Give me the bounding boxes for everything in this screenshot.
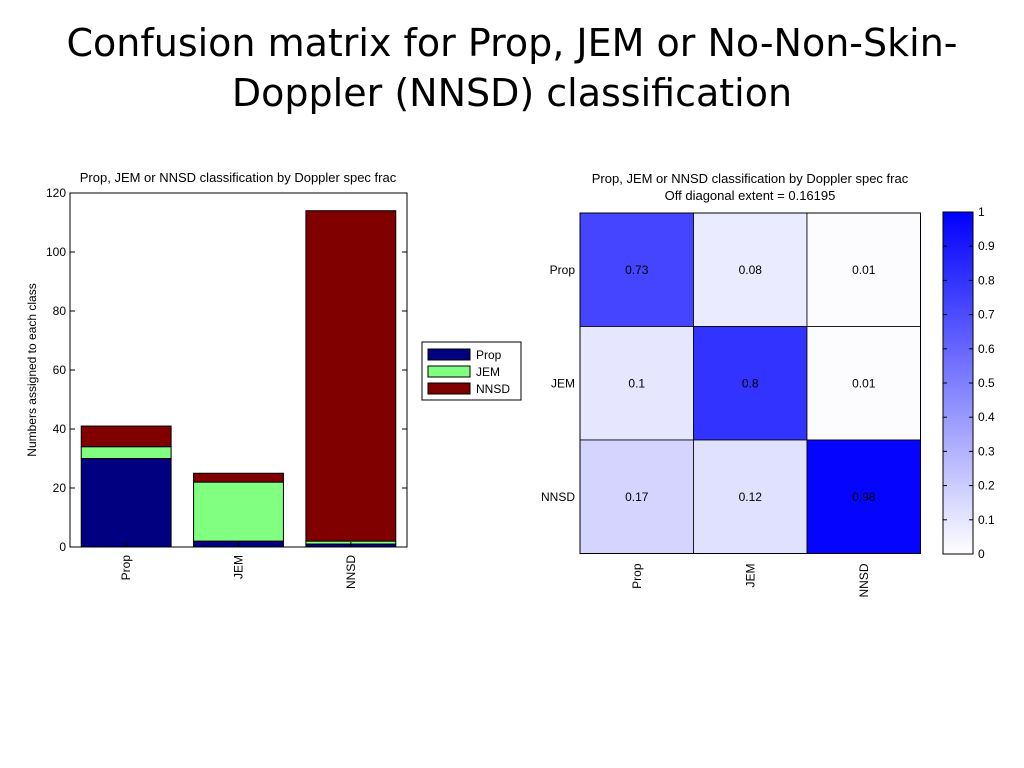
heatmap-col-label: Prop — [630, 563, 644, 589]
bar-ytick-label: 0 — [59, 540, 66, 554]
heatmap-cell-value: 0.1 — [628, 376, 645, 390]
heatmap-frame — [579, 212, 921, 554]
colorbar-tick-label: 0.6 — [978, 342, 995, 356]
legend-swatch-prop — [427, 348, 471, 361]
heatmap-cell-prop-nnsd — [806, 212, 921, 327]
bar-xtick-label: NNSD — [344, 555, 358, 589]
heatmap-cell-value: 0.08 — [739, 263, 763, 277]
heatmap-cell-nnsd-nnsd — [806, 439, 921, 554]
stacked-bar-chart: Prop, JEM or NNSD classification by Dopp… — [25, 170, 522, 589]
colorbar-tick-label: 0.7 — [978, 308, 995, 322]
bar-segment-nnsd-nnsd — [305, 210, 397, 542]
heatmap-row-label: NNSD — [541, 490, 575, 504]
heatmap-col-label: JEM — [743, 563, 757, 587]
bar-chart-legend: Prop JEM NNSD — [421, 341, 522, 401]
heatmap-cell-value: 0.17 — [625, 490, 649, 504]
slide-title-line-2: Doppler (NNSD) classification — [231, 71, 793, 115]
bar-segment-jem-prop — [80, 446, 172, 460]
colorbar-tick-label: 0.5 — [978, 376, 995, 390]
bar-ytick-label: 100 — [46, 245, 66, 259]
legend-swatch-jem — [427, 365, 471, 378]
legend-swatch-nnsd — [427, 382, 471, 395]
heatmap-title: Prop, JEM or NNSD classification by Dopp… — [592, 171, 909, 186]
bar-chart-ylabel: Numbers assigned to each class — [25, 283, 39, 456]
colorbar-tick-label: 1 — [978, 205, 985, 219]
colorbar-tick-label: 0.8 — [978, 273, 995, 287]
heatmap-cell-jem-jem — [693, 326, 808, 441]
bar-segment-nnsd-prop — [80, 425, 172, 448]
bar-segment-jem-jem — [193, 481, 284, 542]
heatmap-cell-prop-prop — [579, 212, 694, 327]
legend-label-prop: Prop — [476, 348, 502, 362]
heatmap-cell-nnsd-prop — [579, 439, 694, 554]
bar-ytick-label: 40 — [53, 422, 67, 436]
heatmap-cell-value: 0.01 — [852, 376, 876, 390]
bar-ytick-label: 80 — [53, 304, 67, 318]
colorbar-tick-label: 0.3 — [978, 444, 995, 458]
heatmap-cell-jem-nnsd — [806, 326, 921, 441]
colorbar-tick-label: 0.4 — [978, 410, 995, 424]
legend-label-jem: JEM — [476, 365, 500, 379]
bar-segment-prop-prop — [80, 458, 172, 548]
bar-ytick-label: 120 — [46, 186, 66, 200]
heatmap-cell-value: 0.01 — [852, 263, 876, 277]
heatmap-subtitle: Off diagonal extent = 0.16195 — [665, 188, 836, 203]
heatmap-cell-value: 0.98 — [852, 490, 876, 504]
colorbar-tick-label: 0 — [978, 547, 985, 561]
bar-segment-nnsd-jem — [193, 472, 284, 483]
colorbar-tick-label: 0.1 — [978, 513, 995, 527]
bar-xtick-label: JEM — [232, 555, 246, 579]
colorbar — [942, 211, 974, 555]
heatmap-col-label: NNSD — [857, 563, 871, 597]
heatmap-row-label: Prop — [550, 263, 576, 277]
heatmap-cell-prop-jem — [693, 212, 808, 327]
bar-xtick-label: Prop — [119, 555, 133, 581]
bar-ytick-label: 20 — [53, 481, 67, 495]
confusion-matrix-heatmap: Prop, JEM or NNSD classification by Dopp… — [541, 171, 995, 598]
slide-title: Confusion matrix for Prop, JEM or No-Non… — [40, 18, 984, 118]
heatmap-cell-nnsd-jem — [693, 439, 808, 554]
heatmap-row-label: JEM — [551, 376, 575, 390]
bar-ytick-label: 60 — [53, 363, 67, 377]
slide-title-line-1: Confusion matrix for Prop, JEM or No-Non… — [66, 21, 958, 65]
heatmap-cell-value: 0.12 — [739, 490, 763, 504]
heatmap-cell-value: 0.8 — [742, 376, 759, 390]
legend-label-nnsd: NNSD — [476, 382, 510, 396]
colorbar-tick-label: 0.2 — [978, 479, 995, 493]
colorbar-tick-label: 0.9 — [978, 239, 995, 253]
heatmap-cell-value: 0.73 — [625, 263, 649, 277]
bar-chart-title: Prop, JEM or NNSD classification by Dopp… — [80, 170, 397, 185]
